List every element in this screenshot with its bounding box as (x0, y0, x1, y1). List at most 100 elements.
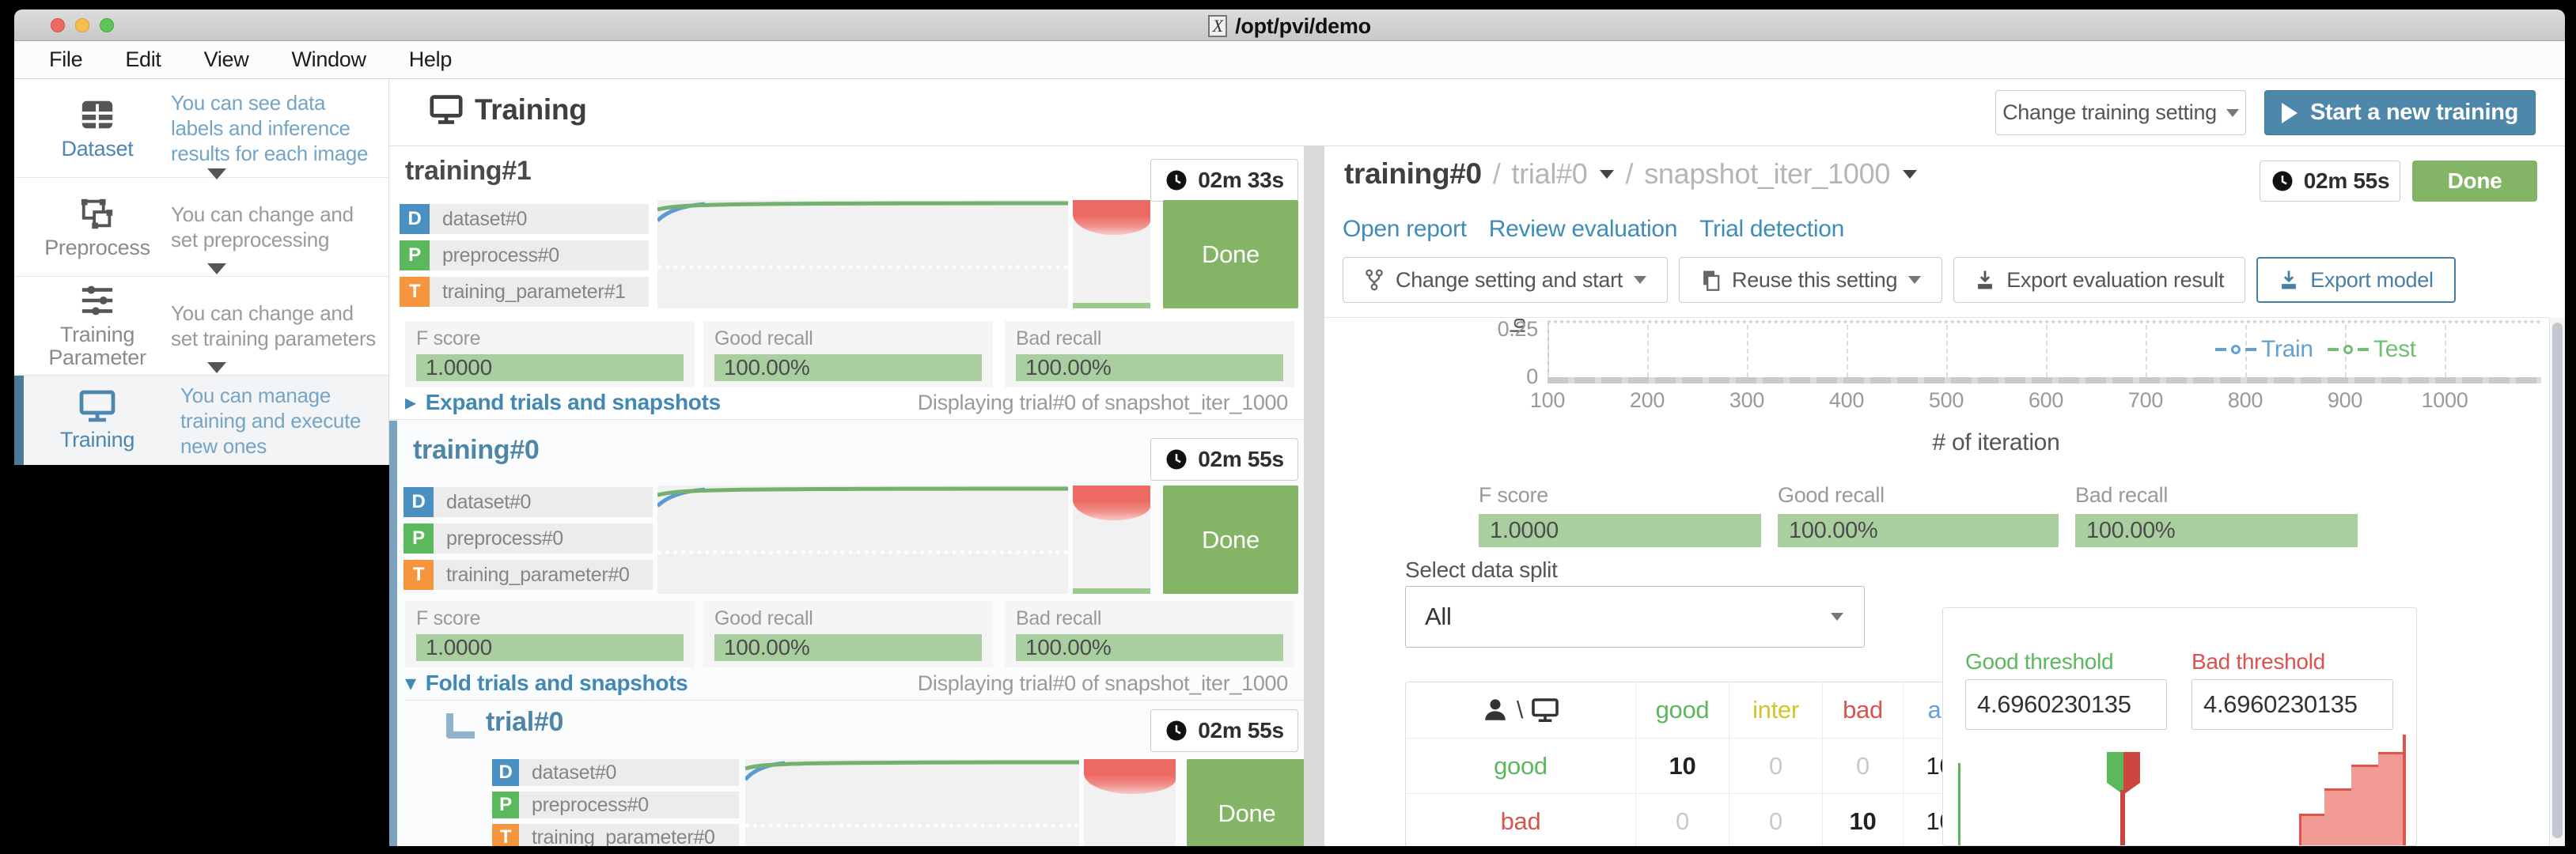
status-done-button[interactable]: Done (1163, 486, 1298, 594)
change-setting-and-start-button[interactable]: Change setting and start (1343, 257, 1668, 303)
row-label-bad: bad (1500, 807, 1541, 835)
expand-trials-link[interactable]: ▸ Expand trials and snapshots (405, 389, 721, 415)
gridline (1647, 325, 1649, 377)
dataset-tag-label: dataset#0 (434, 487, 653, 517)
threshold-marker-handle[interactable] (2107, 752, 2140, 795)
open-report-link[interactable]: Open report (1343, 216, 1467, 242)
flow-arrow-down-icon (207, 263, 226, 274)
scrollbar-thumb[interactable] (2552, 323, 2563, 838)
fold-trials-link[interactable]: ▾ Fold trials and snapshots (405, 670, 688, 696)
branch-icon (1366, 269, 1383, 291)
training-parameter-tag: T training_parameter#0 (403, 560, 653, 590)
training-card-title[interactable]: training#1 (405, 156, 532, 186)
sidebar-item-dataset[interactable]: Dataset You can see data labels and infe… (14, 79, 388, 178)
sidebar: Dataset You can see data labels and infe… (14, 79, 389, 465)
bad-threshold-input[interactable]: 4.6960230135 (2191, 679, 2393, 730)
zoom-window-icon[interactable] (100, 18, 114, 32)
chevron-down-icon[interactable] (1903, 169, 1918, 179)
start-new-training-button[interactable]: Start a new training (2264, 90, 2536, 135)
menu-file[interactable]: File (49, 47, 83, 71)
x-tick: 300 (1729, 388, 1765, 412)
change-training-setting-label: Change training setting (2002, 100, 2217, 124)
menu-bar: File Edit View Window Help (14, 41, 2565, 79)
elapsed-time: 02m 55s (2303, 168, 2390, 193)
menu-edit[interactable]: Edit (125, 47, 161, 71)
fscore-metric: F score 1.0000 (405, 601, 695, 667)
breadcrumb-trial-select[interactable]: trial#0 (1511, 157, 1588, 190)
metric-label: Good recall (714, 607, 813, 629)
bad-recall-metric: Bad recall 100.00% (1005, 321, 1294, 387)
sidebar-item-preprocess[interactable]: Preprocess You can change and set prepro… (14, 178, 388, 277)
review-evaluation-link[interactable]: Review evaluation (1488, 216, 1678, 242)
preprocess-tag: P preprocess#0 (403, 523, 653, 554)
loss-sparkline-chart (745, 759, 1079, 846)
gridline (1547, 325, 1549, 377)
training-parameter-tag-label: training_parameter#0 (434, 560, 653, 590)
change-training-setting-button[interactable]: Change training setting (1995, 90, 2246, 135)
score-distribution-thumbnail (1073, 200, 1150, 308)
menu-help[interactable]: Help (408, 47, 453, 71)
sidebar-item-training[interactable]: Training You can manage training and exe… (14, 376, 388, 465)
good-threshold-label: Good threshold (1965, 649, 2114, 674)
status-done-button[interactable]: Done (1187, 759, 1304, 846)
x-tick: 100 (1529, 388, 1566, 412)
training-parameter-tag-label: training_parameter#1 (430, 277, 649, 307)
row-label-good: good (1494, 751, 1547, 780)
trial-detail-panel: training#0 / trial#0 / snapshot_iter_100… (1324, 146, 2565, 846)
minimize-window-icon[interactable] (75, 18, 89, 32)
bad-threshold-label: Bad threshold (2191, 649, 2325, 674)
cell: 10 (1635, 739, 1729, 793)
preprocess-tag: P preprocess#0 (492, 792, 739, 818)
metric-label: Bad recall (1016, 327, 1102, 350)
metric-label: Bad recall (2075, 483, 2169, 507)
menu-view[interactable]: View (203, 47, 249, 71)
export-model-button[interactable]: Export model (2256, 257, 2456, 303)
dataset-tag-label: dataset#0 (519, 759, 739, 786)
window-titlebar[interactable]: X /opt/pvi/demo (14, 9, 2565, 41)
training-card-title[interactable]: training#0 (413, 435, 540, 465)
matrix-header-row: \ good inter bad all (1406, 682, 1976, 738)
x-tick: 700 (2127, 388, 2164, 412)
sidebar-desc-training: You can manage training and execute new … (180, 383, 362, 458)
matrix-corner-cell: \ (1406, 682, 1635, 738)
page-header: Training Change training setting Start a… (389, 79, 2565, 146)
dataset-tag-key: D (492, 759, 519, 786)
sliders-icon (81, 285, 113, 316)
data-split-select[interactable]: All (1405, 586, 1865, 648)
trial-detection-link[interactable]: Trial detection (1699, 216, 1844, 242)
sidebar-item-training-parameter[interactable]: Training Parameter You can change and se… (14, 277, 388, 376)
zero-line (657, 550, 1068, 555)
panel-splitter-scrollbar[interactable] (1304, 146, 1324, 846)
legend-test[interactable]: Test (2328, 336, 2416, 363)
metric-value: 1.0000 (1479, 514, 1761, 547)
elapsed-time: 02m 33s (1198, 168, 1284, 192)
export-evaluation-result-button[interactable]: Export evaluation result (1953, 257, 2246, 303)
bad-histogram-step (2378, 752, 2406, 845)
displaying-info: Displaying trial#0 of snapshot_iter_1000 (917, 671, 1289, 695)
card-divider (389, 419, 1304, 420)
page-title-text: Training (475, 93, 587, 126)
metric-value: 1.0000 (416, 354, 684, 381)
trial-title[interactable]: trial#0 (486, 707, 564, 737)
traffic-lights (51, 18, 114, 32)
metric-value: 100.00% (714, 634, 982, 661)
gridline (2146, 325, 2147, 377)
bad-histogram-step (2324, 788, 2351, 845)
breadcrumb-snapshot-select[interactable]: snapshot_iter_1000 (1644, 157, 1891, 190)
right-panel-scrollbar[interactable] (2549, 318, 2565, 846)
x-tick: 600 (2028, 388, 2064, 412)
reuse-this-setting-button[interactable]: Reuse this setting (1679, 257, 1943, 303)
good-threshold-input[interactable]: 4.6960230135 (1965, 679, 2167, 730)
zero-loss-line (1547, 377, 2541, 384)
select-data-split-label: Select data split (1405, 557, 1558, 582)
gridline (1946, 325, 1948, 377)
close-window-icon[interactable] (51, 18, 65, 32)
chevron-down-icon[interactable] (1600, 169, 1615, 179)
legend-train[interactable]: Train (2215, 336, 2313, 363)
status-done-button[interactable]: Done (1163, 200, 1298, 308)
bad-recall-metric: Bad recall 100.00% (2075, 483, 2358, 547)
slash: \ (1516, 696, 1524, 724)
preprocess-tag-label: preprocess#0 (519, 792, 739, 818)
app-content: Dataset You can see data labels and infe… (14, 79, 2565, 846)
menu-window[interactable]: Window (291, 47, 366, 71)
